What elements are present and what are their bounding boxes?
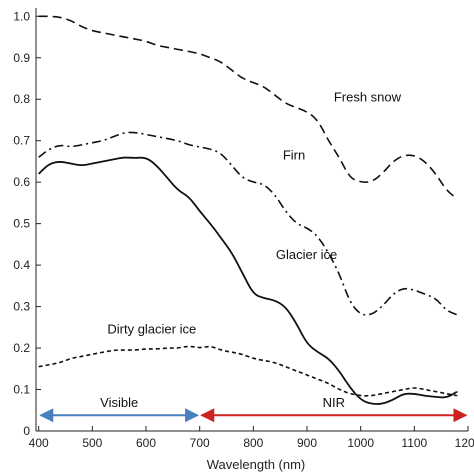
x-tick-label: 1200 bbox=[455, 436, 474, 450]
wavelength-bands: Visible NIR bbox=[39, 395, 468, 423]
x-axis-title: Wavelength (nm) bbox=[207, 457, 306, 472]
x-tick-label: 900 bbox=[297, 436, 317, 450]
y-tick-label: 0.7 bbox=[13, 134, 30, 148]
x-tick-label: 700 bbox=[190, 436, 210, 450]
series-line-firn bbox=[38, 131, 458, 316]
y-tick-label: 0.1 bbox=[13, 383, 30, 397]
y-tick-label: 0 bbox=[23, 424, 30, 438]
y-tick-label: 0.5 bbox=[13, 217, 30, 231]
x-tick-label: 400 bbox=[29, 436, 49, 450]
curve-label: Firn bbox=[283, 147, 305, 162]
series-line-dirty-glacier-ice bbox=[38, 345, 459, 397]
x-tick-label: 1100 bbox=[401, 436, 427, 450]
axes: 0 0.1 0.2 0.3 0.4 0.5 0.6 0.7 0.8 0.9 1.0 400 500 600… bbox=[13, 8, 474, 450]
x-tick-label: 800 bbox=[243, 436, 263, 450]
band-label-visible: Visible bbox=[100, 395, 138, 410]
x-tick-label: 600 bbox=[136, 436, 156, 450]
y-tick-label: 0.9 bbox=[13, 51, 30, 65]
y-tick-label: 0.8 bbox=[13, 92, 30, 106]
y-tick-label: 0.3 bbox=[13, 300, 30, 314]
curve-label: Glacier ice bbox=[276, 247, 337, 262]
y-tick-label: 0.2 bbox=[13, 341, 30, 355]
x-tick-label: 500 bbox=[82, 436, 102, 450]
y-tick-label: 0.6 bbox=[13, 175, 30, 189]
y-tick-label: 1.0 bbox=[13, 9, 30, 23]
series-lines bbox=[38, 15, 459, 405]
series-line-glacier-ice bbox=[38, 156, 458, 405]
x-tick-label: 1000 bbox=[347, 436, 374, 450]
curve-annotations: Fresh snow Firn Glacier ice Dirty glacier i… bbox=[107, 89, 401, 336]
series-line-fresh-snow bbox=[38, 15, 459, 200]
y-tick-label: 0.4 bbox=[13, 258, 30, 272]
curve-label: Dirty glacier ice bbox=[107, 322, 196, 337]
band-label-nir: NIR bbox=[323, 395, 345, 410]
curve-label: Fresh snow bbox=[334, 89, 402, 104]
